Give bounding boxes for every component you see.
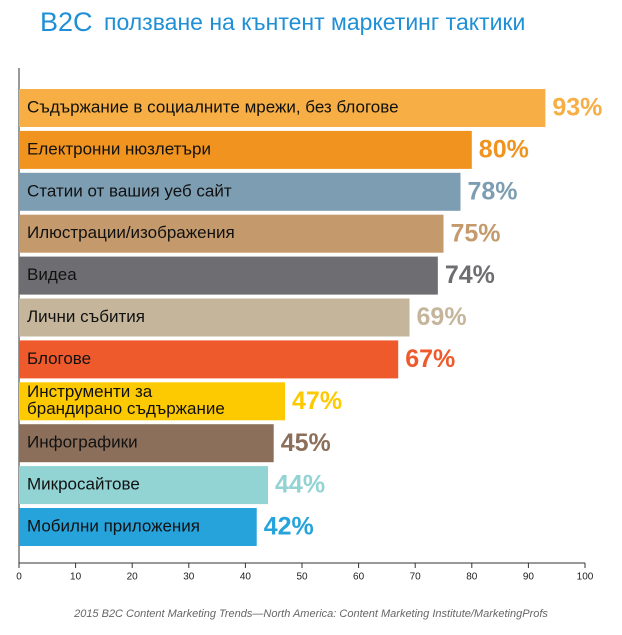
bar xyxy=(19,508,257,546)
bar xyxy=(19,172,461,211)
x-tick-label: 70 xyxy=(410,572,422,583)
value-label: 67% xyxy=(405,345,455,373)
value-label: 42% xyxy=(264,513,314,541)
category-label: Съдържание в социалните мрежи, без блого… xyxy=(27,97,399,116)
category-label: Блогове xyxy=(27,349,91,368)
bar xyxy=(19,466,269,505)
x-tick-label: 40 xyxy=(240,572,252,583)
bar xyxy=(19,256,438,295)
category-label: Инфографики xyxy=(27,433,138,452)
value-label: 47% xyxy=(292,387,342,415)
value-label: 45% xyxy=(281,429,331,457)
x-tick-label: 80 xyxy=(466,572,478,583)
value-label: 44% xyxy=(275,471,325,499)
bar xyxy=(19,130,472,169)
category-label: Електронни нюзлетъри xyxy=(27,139,211,158)
category-label: Лични събития xyxy=(27,307,145,326)
category-label: Видеа xyxy=(27,265,77,284)
category-label: Мобилни приложения xyxy=(27,516,200,535)
value-label: 75% xyxy=(451,219,501,247)
source: 2015 B2C Content Marketing Trends—North … xyxy=(73,608,548,620)
value-label: 93% xyxy=(552,94,602,122)
title-brand: B2C xyxy=(40,7,93,37)
x-tick-label: 50 xyxy=(296,572,308,583)
value-label: 78% xyxy=(467,177,517,205)
x-tick-label: 10 xyxy=(70,572,82,583)
category-label: Микросайтове xyxy=(27,475,140,494)
x-tick-label: 30 xyxy=(183,572,195,583)
chart-title: ползване на кънтент маркетинг тактики xyxy=(104,9,525,35)
value-label: 74% xyxy=(445,261,495,289)
bar xyxy=(19,424,274,463)
bar xyxy=(19,340,399,379)
bar xyxy=(19,298,410,337)
x-tick-label: 90 xyxy=(523,572,535,583)
x-tick-label: 20 xyxy=(127,572,139,583)
x-tick-label: 0 xyxy=(16,572,22,583)
category-label: Илюстрации/изображения xyxy=(27,223,235,242)
x-tick-label: 100 xyxy=(577,572,594,583)
x-tick-label: 60 xyxy=(353,572,365,583)
bar xyxy=(19,89,546,127)
value-label: 80% xyxy=(479,136,529,164)
category-label: Инструменти за брандирано съдържание xyxy=(27,382,225,418)
bar xyxy=(19,214,444,253)
value-label: 69% xyxy=(417,303,467,331)
bar xyxy=(19,382,286,421)
category-label: Статии от вашия уеб сайт xyxy=(27,181,232,200)
